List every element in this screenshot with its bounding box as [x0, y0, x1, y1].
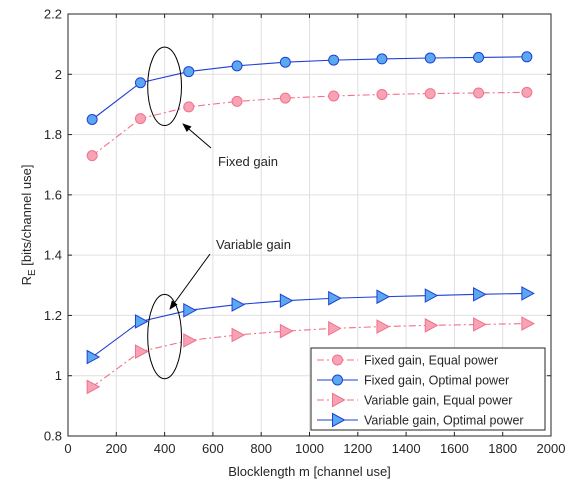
data-point	[134, 113, 146, 125]
x-tick-label: 1800	[488, 441, 517, 456]
fixed-gain-arrow	[182, 123, 212, 149]
x-tick-label: 800	[250, 441, 272, 456]
x-tick-label: 600	[202, 441, 224, 456]
tick-layer: 0 200 400 600 800 1000 1200 1400 1600 1800 2000 0.8…	[44, 7, 566, 457]
x-tick-label: 2000	[537, 441, 566, 456]
legend-marker	[332, 412, 346, 428]
data-point	[231, 297, 246, 312]
series-line	[91, 292, 527, 358]
legend-item-0: Fixed gain, Equal power	[317, 354, 498, 368]
data-point	[424, 88, 436, 100]
x-tick-label: 1400	[392, 441, 421, 456]
legend-marker	[332, 354, 343, 366]
series-layer	[86, 51, 535, 395]
y-axis-label-main: R	[19, 276, 34, 285]
data-point	[376, 289, 390, 305]
legend-item-1: Fixed gain, Optimal power	[317, 374, 509, 388]
data-point	[424, 318, 439, 333]
y-tick-label: 1.2	[44, 308, 62, 323]
legend-marker	[332, 392, 346, 408]
data-point	[183, 66, 195, 78]
variable-gain-ellipse	[147, 293, 183, 380]
data-point	[473, 317, 487, 332]
x-tick-label: 200	[105, 441, 127, 456]
y-tick-label: 2	[55, 67, 62, 82]
data-point	[279, 293, 294, 308]
data-point	[328, 54, 340, 66]
data-point	[328, 321, 342, 336]
data-point	[279, 323, 294, 339]
y-tick-label: 1.4	[44, 248, 62, 263]
data-point	[328, 90, 340, 102]
data-point	[134, 344, 149, 359]
data-point	[521, 51, 533, 63]
data-point	[521, 286, 535, 301]
annotation-variable-gain: Variable gain	[216, 237, 291, 252]
series-line	[91, 91, 527, 157]
annotation-fixed-gain: Fixed gain	[218, 154, 278, 169]
series-2	[86, 316, 535, 395]
series-3	[86, 286, 535, 365]
legend-label: Fixed gain, Optimal power	[364, 374, 509, 388]
data-point	[183, 302, 197, 318]
legend-label: Fixed gain, Equal power	[364, 354, 498, 368]
annotation-layer: Fixed gain Variable gain	[147, 46, 291, 380]
data-point	[183, 101, 195, 113]
y-axis-label-rest: [bits/channel use]	[19, 165, 34, 270]
x-tick-label: 1000	[295, 441, 324, 456]
data-point	[473, 87, 485, 99]
data-point	[328, 290, 342, 306]
data-point	[424, 288, 439, 303]
data-point	[521, 316, 535, 331]
x-axis-label: Blocklength m [channel use]	[228, 464, 391, 479]
legend-box	[310, 347, 546, 431]
y-tick-label: 1.6	[44, 187, 62, 202]
series-0	[86, 86, 533, 162]
series-1	[86, 51, 533, 125]
legend-label: Variable gain, Equal power	[364, 394, 512, 408]
y-tick-label: 1.8	[44, 127, 62, 142]
legend: Fixed gain, Equal power Fixed gain, Optim…	[310, 347, 546, 431]
y-tick-label: 2.2	[44, 7, 62, 22]
data-point	[473, 286, 487, 302]
legend-label: Variable gain, Optimal power	[364, 414, 524, 428]
data-point	[521, 86, 533, 98]
data-point	[231, 327, 246, 343]
x-tick-label: 1200	[343, 441, 372, 456]
x-tick-label: 400	[154, 441, 176, 456]
data-point	[134, 314, 149, 329]
legend-item-3: Variable gain, Optimal power	[317, 412, 524, 428]
legend-marker	[332, 374, 343, 386]
data-point	[86, 349, 101, 365]
data-point	[279, 56, 291, 68]
variable-gain-arrow	[169, 253, 211, 310]
data-point	[86, 379, 101, 395]
data-point	[424, 52, 436, 64]
data-point	[376, 319, 390, 334]
y-axis-label: RE [bits/channel use]	[19, 165, 38, 286]
legend-item-2: Variable gain, Equal power	[317, 392, 512, 408]
data-point	[183, 333, 197, 348]
fixed-gain-ellipse	[147, 46, 183, 127]
y-tick-label: 1	[55, 368, 62, 383]
data-point	[279, 92, 291, 104]
data-point	[376, 88, 388, 100]
series-line	[91, 323, 527, 388]
x-tick-label: 1600	[440, 441, 469, 456]
data-point	[231, 60, 243, 72]
data-point	[473, 51, 485, 63]
data-point	[86, 114, 98, 125]
y-axis-label-sub: E	[27, 269, 38, 276]
x-tick-label: 0	[64, 441, 71, 456]
series-line	[91, 56, 527, 120]
data-point	[86, 150, 98, 162]
data-point	[376, 53, 388, 65]
data-point	[231, 95, 243, 107]
y-tick-label: 0.8	[44, 429, 62, 444]
data-point	[134, 77, 146, 89]
